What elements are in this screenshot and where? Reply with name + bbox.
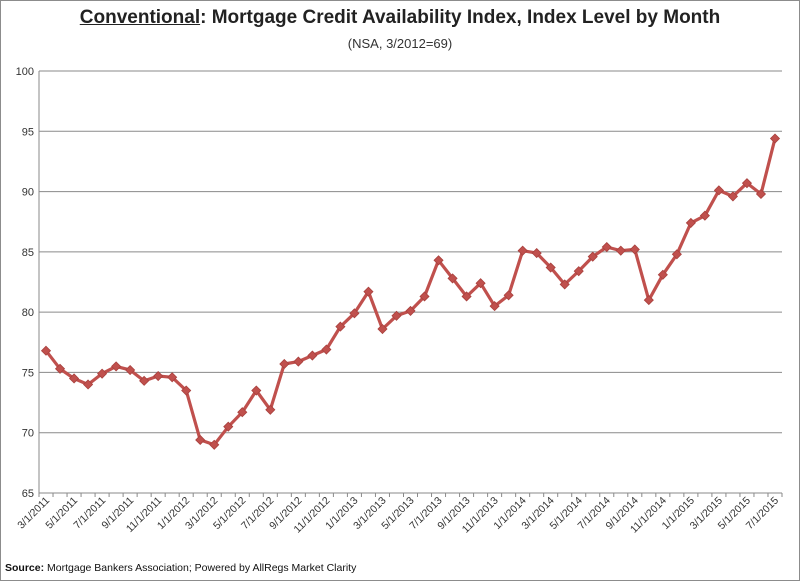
data-point [615, 245, 626, 256]
data-point [573, 266, 584, 277]
data-point [769, 133, 781, 144]
data-point [223, 421, 234, 432]
data-point [68, 373, 80, 384]
data-point [475, 278, 486, 289]
data-point [727, 191, 738, 202]
y-tick-label: 80 [22, 307, 34, 319]
data-point [461, 291, 472, 302]
data-point [349, 308, 360, 319]
data-point [657, 269, 668, 280]
data-point [97, 368, 108, 379]
series-line [44, 138, 777, 447]
data-point [153, 370, 164, 382]
data-point [545, 262, 556, 273]
data-point [755, 188, 767, 200]
y-tick-label: 95 [22, 126, 34, 138]
data-point [335, 321, 346, 332]
data-point [405, 305, 416, 317]
data-point [279, 358, 290, 370]
data-point [419, 291, 430, 302]
y-tick-label: 70 [22, 428, 34, 440]
y-tick-label: 85 [22, 247, 34, 259]
chart-title-underlined: Conventional [79, 7, 201, 28]
data-point [559, 279, 570, 290]
source-text: Mortgage Bankers Association; Powered by… [44, 562, 357, 574]
data-point [531, 247, 542, 259]
data-point [643, 295, 654, 306]
data-point [167, 372, 178, 383]
data-point [391, 310, 402, 321]
data-point [40, 345, 52, 356]
data-point [111, 361, 122, 372]
data-point [489, 301, 500, 312]
data-point [195, 434, 206, 446]
data-point [181, 385, 192, 396]
data-point [713, 185, 724, 196]
data-point [307, 350, 318, 361]
data-point [83, 379, 94, 390]
source-label: Source: [5, 562, 45, 574]
data-point [433, 255, 444, 266]
data-point [54, 363, 66, 374]
data-point [699, 210, 710, 221]
data-point [237, 407, 248, 418]
data-point [321, 344, 332, 355]
data-point [517, 245, 528, 256]
y-tick-label: 90 [22, 187, 34, 199]
source-note: Source: Mortgage Bankers Association; Po… [5, 562, 356, 574]
chart-title-rest: : Mortgage Credit Availability Index, In… [200, 7, 721, 28]
data-point [741, 178, 753, 189]
data-point [671, 249, 682, 260]
data-point [251, 385, 262, 396]
y-tick-label: 100 [16, 66, 34, 78]
data-point [685, 217, 696, 228]
chart-subtitle: (NSA, 3/2012=69) [347, 36, 453, 51]
data-point [363, 286, 374, 297]
data-point [503, 290, 514, 301]
data-point [601, 241, 612, 253]
data-point [447, 273, 458, 284]
data-point [377, 323, 388, 335]
data-point [587, 251, 598, 262]
data-point [139, 375, 150, 386]
chart-title: Conventional: Mortgage Credit Availabili… [0, 7, 800, 29]
y-tick-label: 65 [22, 488, 34, 500]
data-point [293, 356, 304, 367]
y-tick-label: 75 [22, 367, 34, 379]
data-point [209, 439, 220, 450]
data-point [265, 404, 276, 415]
data-point [125, 364, 136, 376]
data-point [629, 244, 640, 255]
